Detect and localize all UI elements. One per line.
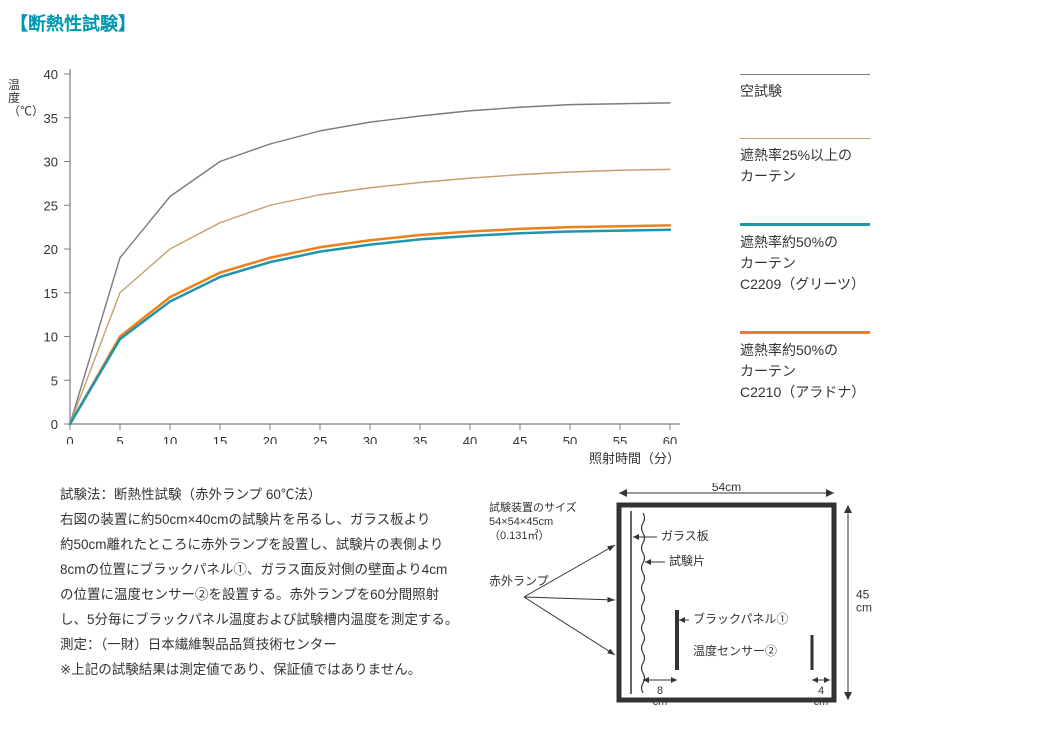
test-method-text: 試験法：断熱性試験（赤外ランプ 60℃法）右図の装置に約50cm×40cmの試験… [60, 483, 458, 723]
svg-text:赤外ランプ: 赤外ランプ [489, 574, 549, 588]
svg-text:55: 55 [613, 434, 627, 444]
svg-text:25: 25 [44, 198, 58, 213]
svg-text:cm: cm [653, 696, 668, 708]
svg-text:30: 30 [44, 155, 58, 170]
svg-text:15: 15 [213, 434, 227, 444]
svg-text:45: 45 [856, 588, 870, 602]
svg-text:54cm: 54cm [712, 483, 741, 494]
legend-swatch [740, 331, 870, 334]
svg-text:40: 40 [44, 67, 58, 82]
legend-swatch [740, 223, 870, 226]
svg-text:試験片: 試験片 [669, 553, 705, 568]
svg-text:20: 20 [44, 242, 58, 257]
svg-text:ブラックパネル①: ブラックパネル① [693, 611, 788, 626]
legend-label: 遮熱率約50%のカーテンC2209（グリーツ） [740, 232, 930, 295]
svg-text:0: 0 [66, 434, 73, 444]
legend-label: 空試験 [740, 81, 930, 102]
svg-text:10: 10 [163, 434, 177, 444]
svg-text:試験装置のサイズ: 試験装置のサイズ [489, 500, 577, 514]
svg-text:10: 10 [44, 330, 58, 345]
top-section: 温 度 （℃） 0 5 10 15 20 25 30 35 40 0 5 10 15 20 25 30 35 40… [10, 44, 1019, 467]
svg-text:15: 15 [44, 286, 58, 301]
line-chart: 0 5 10 15 20 25 30 35 40 0 5 10 15 20 25 30 35 40 45 50 55 60 [10, 44, 700, 444]
svg-text:cm: cm [856, 601, 872, 615]
apparatus-diagram: 54cm45cm8cm4cmガラス板試験片ブラックパネル①温度センサー②赤外ラン… [484, 483, 874, 723]
svg-text:50: 50 [563, 434, 577, 444]
svg-text:（0.131㎥）: （0.131㎥） [489, 529, 550, 542]
legend: 空試験遮熱率25%以上のカーテン遮熱率約50%のカーテンC2209（グリーツ） 遮… [740, 44, 930, 439]
svg-text:ガラス板: ガラス板 [661, 529, 709, 543]
legend-swatch [740, 138, 870, 139]
svg-text:40: 40 [463, 434, 477, 444]
svg-text:0: 0 [51, 417, 58, 432]
svg-text:30: 30 [363, 434, 377, 444]
svg-text:45: 45 [513, 434, 527, 444]
legend-item-c2210: 遮熱率約50%のカーテンC2210（アラドナ） [740, 331, 930, 403]
chart-container: 温 度 （℃） 0 5 10 15 20 25 30 35 40 0 5 10 15 20 25 30 35 40… [10, 44, 700, 467]
legend-item-c2209: 遮熱率約50%のカーテンC2209（グリーツ） [740, 223, 930, 295]
svg-text:5: 5 [116, 434, 123, 444]
legend-item-curtain25: 遮熱率25%以上のカーテン [740, 138, 930, 187]
svg-text:5: 5 [51, 373, 58, 388]
legend-label: 遮熱率約50%のカーテンC2210（アラドナ） [740, 340, 930, 403]
legend-swatch [740, 74, 870, 75]
svg-text:54×54×45cm: 54×54×45cm [489, 516, 553, 528]
svg-text:温度センサー②: 温度センサー② [693, 643, 777, 658]
legend-item-blank: 空試験 [740, 74, 930, 102]
y-axis-label: 温 度 （℃） [8, 79, 44, 119]
svg-text:35: 35 [44, 111, 58, 126]
svg-text:20: 20 [263, 434, 277, 444]
svg-text:cm: cm [814, 696, 829, 708]
svg-text:25: 25 [313, 434, 327, 444]
svg-text:35: 35 [413, 434, 427, 444]
svg-text:60: 60 [663, 434, 677, 444]
x-axis-label: 照射時間（分） [10, 448, 700, 467]
bottom-section: 試験法：断熱性試験（赤外ランプ 60℃法）右図の装置に約50cm×40cmの試験… [10, 483, 1019, 723]
apparatus-diagram-container: 54cm45cm8cm4cmガラス板試験片ブラックパネル①温度センサー②赤外ラン… [484, 483, 874, 723]
page-title: 【断熱性試験】 [10, 10, 1019, 36]
legend-label: 遮熱率25%以上のカーテン [740, 145, 930, 187]
